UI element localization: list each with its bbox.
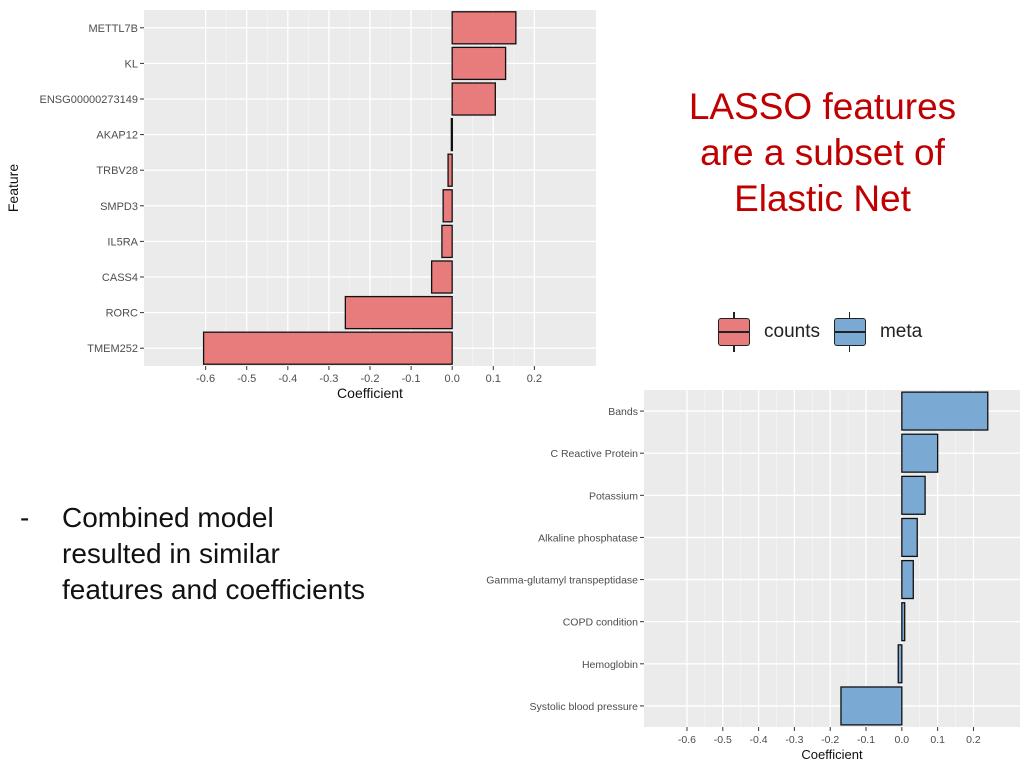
x-axis-title: Coefficient [801, 747, 863, 762]
x-tick-label: -0.5 [714, 734, 732, 746]
y-tick-label-ensg00000273149: ENSG00000273149 [40, 94, 138, 106]
legend-key-counts-icon [718, 312, 750, 352]
x-tick-label: -0.3 [319, 373, 338, 385]
bar-bands [901, 391, 989, 431]
bar-ensg00000273149 [451, 82, 496, 116]
x-tick-label: 0.1 [930, 734, 945, 746]
bar-akap12 [450, 117, 454, 152]
y-tick-label-alkaline-phosphatase: Alkaline phosphatase [538, 532, 638, 544]
bar-trbv28 [447, 153, 453, 187]
y-axis-title: Feature [5, 164, 21, 212]
feature-coefficient-chart-counts: METTL7B KL ENSG00000273149 AKAP12 TRBV28 SMPD… [5, 10, 596, 401]
bar-cass4 [430, 260, 453, 294]
y-tick-label-akap12: AKAP12 [96, 130, 138, 142]
bar-smpd3 [442, 189, 453, 223]
y-tick-label-rorc: RORC [106, 308, 138, 320]
chart-legend: counts meta [718, 312, 936, 352]
y-tick-label-il5ra: IL5RA [107, 236, 138, 248]
y-tick-label-c-reactive-protein: C Reactive Protein [550, 448, 638, 460]
y-tick-label-kl: KL [125, 58, 138, 70]
y-tick-label-bands: Bands [608, 406, 638, 418]
legend-label-counts: counts [764, 321, 820, 342]
x-tick-label: -0.1 [857, 734, 875, 746]
x-tick-label: -0.6 [196, 373, 215, 385]
y-tick-label-cass4: CASS4 [102, 272, 138, 284]
x-tick-label: -0.6 [678, 734, 696, 746]
bar-hemoglobin [897, 644, 903, 684]
y-tick-label-systolic-blood-pressure: Systolic blood pressure [529, 701, 638, 713]
bullet-text: Combined model resulted in similar featu… [62, 500, 442, 608]
slide-title: LASSO features are a subset of Elastic N… [640, 84, 1005, 222]
bar-copd-condition [901, 602, 906, 642]
x-tick-label: -0.2 [361, 373, 380, 385]
y-tick-label-trbv28: TRBV28 [96, 165, 138, 177]
bar-c-reactive-protein [901, 433, 939, 473]
bar-il5ra [441, 224, 453, 259]
bullet-marker: - [20, 502, 30, 533]
legend-item-counts: counts [718, 312, 820, 352]
x-tick-label: -0.3 [785, 734, 803, 746]
x-axis-title: Coefficient [337, 385, 403, 401]
slide-title-line-2: are a subset of [700, 132, 945, 173]
bullet-line-3: features and coefficients [62, 574, 366, 605]
bar-potassium [901, 475, 926, 515]
y-tick-label-gamma-glutamyl-transpeptidase: Gamma-glutamyl transpeptidase [486, 575, 638, 587]
y-tick-label-copd-condition: COPD condition [563, 617, 638, 629]
x-tick-label: 0.2 [527, 373, 542, 385]
legend-item-meta: meta [833, 312, 923, 352]
x-tick-label: -0.4 [278, 373, 297, 385]
slide-title-line-3: Elastic Net [734, 178, 911, 219]
x-tick-label: 0.1 [486, 373, 501, 385]
x-tick-label: 0.0 [895, 734, 910, 746]
bar-mettl7b [451, 11, 517, 45]
x-tick-label: -0.5 [237, 373, 256, 385]
feature-coefficient-chart-meta: Bands C Reactive Protein Potassium Alkaline… [486, 390, 1020, 762]
legend-label-meta: meta [879, 321, 923, 342]
bar-rorc [344, 295, 453, 330]
y-tick-label-smpd3: SMPD3 [100, 201, 138, 213]
bar-kl [451, 46, 507, 81]
x-tick-label: -0.1 [402, 373, 421, 385]
y-tick-label-hemoglobin: Hemoglobin [582, 659, 638, 671]
legend-key-meta-icon [833, 312, 866, 352]
x-tick-label: 0.2 [966, 734, 981, 746]
y-tick-label-mettl7b: METTL7B [88, 23, 138, 35]
slide-title-line-1: LASSO features [688, 86, 957, 127]
x-tick-label: -0.4 [750, 734, 768, 746]
bullet-line-2: resulted in similar [62, 538, 280, 569]
bar-systolic-blood-pressure [840, 686, 903, 726]
y-tick-label-potassium: Potassium [589, 490, 638, 502]
bar-alkaline-phosphatase [901, 517, 918, 558]
plot-panel [644, 390, 1020, 727]
x-tick-label: -0.2 [821, 734, 839, 746]
bar-tmem252 [202, 331, 453, 365]
x-tick-label: 0.0 [445, 373, 460, 385]
y-tick-label-tmem252: TMEM252 [87, 343, 138, 355]
bullet-line-1: Combined model [62, 502, 274, 533]
bar-gamma-glutamyl-transpeptidase [901, 559, 914, 600]
